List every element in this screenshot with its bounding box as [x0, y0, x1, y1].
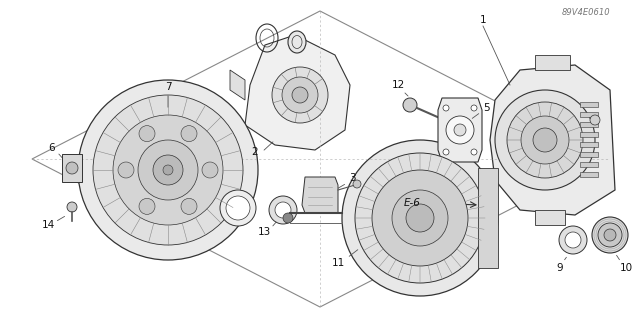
- Circle shape: [282, 77, 318, 113]
- Polygon shape: [302, 177, 338, 213]
- Circle shape: [67, 202, 77, 212]
- Circle shape: [355, 153, 485, 283]
- Circle shape: [446, 116, 474, 144]
- Circle shape: [521, 116, 569, 164]
- Text: E-6: E-6: [404, 198, 420, 208]
- Circle shape: [604, 229, 616, 241]
- Bar: [580, 122, 598, 127]
- Circle shape: [118, 162, 134, 178]
- Circle shape: [454, 124, 466, 136]
- Text: 2: 2: [252, 147, 259, 157]
- Polygon shape: [535, 210, 565, 225]
- Circle shape: [471, 149, 477, 155]
- Bar: [580, 102, 598, 107]
- Circle shape: [292, 87, 308, 103]
- Circle shape: [471, 105, 477, 111]
- Circle shape: [495, 90, 595, 190]
- Text: 6: 6: [49, 143, 55, 153]
- Circle shape: [220, 190, 256, 226]
- Circle shape: [443, 149, 449, 155]
- Circle shape: [406, 204, 434, 232]
- Circle shape: [139, 198, 155, 214]
- Circle shape: [275, 202, 291, 218]
- Circle shape: [153, 155, 183, 185]
- Bar: [580, 162, 598, 167]
- Circle shape: [403, 98, 417, 112]
- Bar: [580, 112, 598, 117]
- Circle shape: [272, 67, 328, 123]
- Polygon shape: [245, 35, 350, 150]
- Polygon shape: [438, 98, 482, 162]
- Circle shape: [507, 102, 583, 178]
- Bar: [478, 168, 498, 268]
- Text: 12: 12: [392, 80, 404, 90]
- Circle shape: [181, 126, 197, 142]
- Bar: [580, 132, 598, 137]
- Bar: [580, 142, 598, 147]
- Circle shape: [342, 140, 498, 296]
- Text: 3: 3: [349, 173, 355, 183]
- Text: 9: 9: [557, 263, 563, 273]
- Circle shape: [283, 213, 293, 223]
- Text: 14: 14: [42, 220, 54, 230]
- Circle shape: [392, 190, 448, 246]
- Circle shape: [372, 170, 468, 266]
- Circle shape: [93, 95, 243, 245]
- Bar: [580, 172, 598, 177]
- Circle shape: [269, 196, 297, 224]
- Polygon shape: [490, 65, 615, 215]
- Text: 5: 5: [484, 103, 490, 113]
- Circle shape: [443, 105, 449, 111]
- Polygon shape: [230, 70, 245, 100]
- Circle shape: [113, 115, 223, 225]
- Circle shape: [559, 226, 587, 254]
- Text: 10: 10: [620, 263, 632, 273]
- Polygon shape: [535, 55, 570, 70]
- Circle shape: [590, 115, 600, 125]
- Circle shape: [598, 223, 622, 247]
- Text: 11: 11: [332, 258, 344, 268]
- Circle shape: [533, 128, 557, 152]
- Circle shape: [226, 196, 250, 220]
- Circle shape: [565, 232, 581, 248]
- Circle shape: [66, 162, 78, 174]
- Ellipse shape: [288, 31, 306, 53]
- Circle shape: [592, 217, 628, 253]
- Bar: [62, 154, 82, 182]
- Circle shape: [138, 140, 198, 200]
- Circle shape: [139, 126, 155, 142]
- Text: 89V4E0610: 89V4E0610: [561, 8, 610, 17]
- Circle shape: [181, 198, 197, 214]
- Text: 7: 7: [164, 82, 172, 92]
- Circle shape: [78, 80, 258, 260]
- Bar: [580, 152, 598, 157]
- Text: 1: 1: [480, 15, 486, 25]
- Circle shape: [163, 165, 173, 175]
- Text: 13: 13: [257, 227, 271, 237]
- Circle shape: [353, 180, 361, 188]
- Circle shape: [202, 162, 218, 178]
